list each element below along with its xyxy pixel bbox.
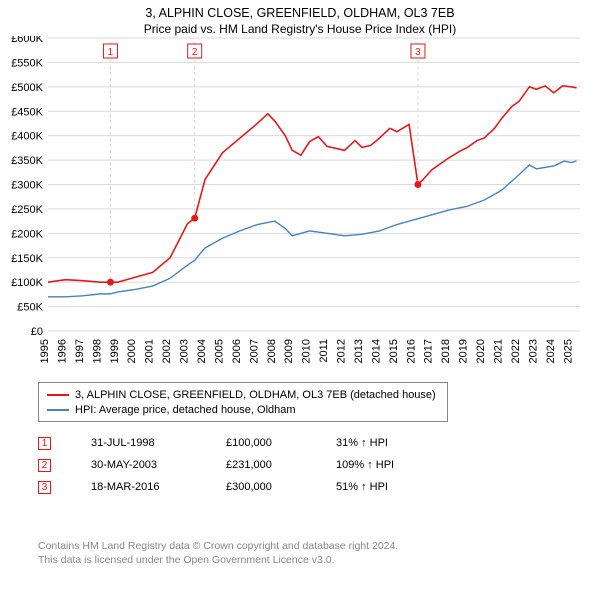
sale-row-date: 18-MAR-2016 — [91, 481, 226, 493]
sale-marker-point — [414, 181, 421, 188]
sale-marker-point — [191, 215, 198, 222]
sale-row-date: 31-JUL-1998 — [91, 437, 226, 449]
x-tick-label: 2003 — [179, 339, 191, 363]
footer-line1: Contains HM Land Registry data © Crown c… — [38, 540, 398, 554]
x-tick-label: 2008 — [266, 339, 278, 363]
legend-swatch — [47, 394, 69, 396]
sale-row-marker: 3 — [38, 481, 51, 494]
x-tick-label: 1995 — [39, 339, 51, 363]
x-tick-label: 1997 — [74, 339, 86, 363]
x-tick-label: 2023 — [527, 339, 539, 363]
y-tick-label: £150K — [11, 253, 43, 265]
legend-swatch — [47, 409, 69, 411]
x-tick-label: 2004 — [196, 339, 208, 363]
x-tick-label: 2011 — [318, 339, 330, 363]
y-tick-label: £550K — [11, 57, 43, 69]
x-tick-label: 2007 — [248, 339, 260, 363]
x-tick-label: 2009 — [283, 339, 295, 363]
sales-row: 1 31-JUL-1998£100,00031% ↑ HPI — [38, 432, 426, 454]
sale-row-price: £231,000 — [226, 459, 336, 471]
chart-container: 3, ALPHIN CLOSE, GREENFIELD, OLDHAM, OL3… — [0, 0, 600, 590]
sale-marker-number: 2 — [192, 47, 198, 58]
sale-row-marker: 1 — [38, 437, 51, 450]
sales-table: 1 31-JUL-1998£100,00031% ↑ HPI 2 30-MAY-200… — [38, 432, 426, 498]
sale-row-relative: 109% ↑ HPI — [336, 459, 426, 471]
sales-row: 3 18-MAR-2016£300,00051% ↑ HPI — [38, 476, 426, 498]
x-tick-label: 2018 — [440, 339, 452, 363]
sale-marker-point — [107, 279, 114, 286]
x-tick-label: 2001 — [144, 339, 156, 363]
legend-row: HPI: Average price, detached house, Oldh… — [47, 402, 439, 417]
x-tick-label: 2017 — [423, 339, 435, 363]
y-tick-label: £600K — [11, 36, 43, 45]
x-tick-label: 2024 — [545, 339, 557, 363]
chart-plot-area: £0 £50K £100K £150K £200K £250K £300K £350K £400… — [0, 36, 600, 371]
footer-line2: This data is licensed under the Open Gov… — [38, 554, 398, 568]
legend-row: 3, ALPHIN CLOSE, GREENFIELD, OLDHAM, OL3… — [47, 387, 439, 402]
chart-titles: 3, ALPHIN CLOSE, GREENFIELD, OLDHAM, OL3… — [0, 0, 600, 36]
sale-row-relative: 31% ↑ HPI — [336, 437, 426, 449]
sale-row-price: £100,000 — [226, 437, 336, 449]
x-tick-label: 2015 — [388, 339, 400, 363]
legend-box: 3, ALPHIN CLOSE, GREENFIELD, OLDHAM, OL3… — [38, 382, 448, 422]
x-tick-label: 1996 — [56, 339, 68, 363]
legend-label: HPI: Average price, detached house, Oldh… — [75, 404, 296, 416]
x-tick-label: 2012 — [336, 339, 348, 363]
x-tick-label: 2022 — [510, 339, 522, 363]
sale-marker-number: 3 — [415, 47, 421, 58]
x-tick-label: 1999 — [109, 339, 121, 363]
sale-row-marker: 2 — [38, 459, 51, 472]
y-tick-label: £200K — [11, 228, 43, 240]
sale-row-price: £300,000 — [226, 481, 336, 493]
y-tick-label: £400K — [11, 131, 43, 143]
sale-marker-number: 1 — [108, 47, 114, 58]
y-tick-label: £100K — [11, 277, 43, 289]
x-tick-label: 2010 — [301, 339, 313, 363]
x-tick-label: 2002 — [161, 339, 173, 363]
sale-row-relative: 51% ↑ HPI — [336, 481, 426, 493]
legend-label: 3, ALPHIN CLOSE, GREENFIELD, OLDHAM, OL3… — [75, 389, 436, 401]
chart-subtitle: Price paid vs. HM Land Registry's House … — [0, 22, 600, 36]
y-tick-label: £50K — [17, 302, 43, 314]
x-tick-label: 2020 — [475, 339, 487, 363]
sale-row-date: 30-MAY-2003 — [91, 459, 226, 471]
y-tick-label: £250K — [11, 204, 43, 216]
y-tick-label: £350K — [11, 155, 43, 167]
y-tick-label: £0 — [31, 326, 43, 338]
x-tick-label: 2016 — [405, 339, 417, 363]
x-tick-label: 2019 — [458, 339, 470, 363]
x-tick-label: 1998 — [91, 339, 103, 363]
x-tick-label: 2006 — [231, 339, 243, 363]
x-tick-label: 2014 — [370, 339, 382, 363]
sales-row: 2 30-MAY-2003£231,000109% ↑ HPI — [38, 454, 426, 476]
y-tick-label: £500K — [11, 82, 43, 94]
x-tick-label: 2025 — [562, 339, 574, 363]
x-tick-label: 2021 — [493, 339, 505, 363]
x-tick-label: 2005 — [213, 339, 225, 363]
series-hpi — [48, 161, 577, 297]
y-tick-label: £450K — [11, 106, 43, 118]
chart-svg: £0 £50K £100K £150K £200K £250K £300K £350K £400… — [0, 36, 600, 371]
x-tick-label: 2013 — [353, 339, 365, 363]
y-tick-label: £300K — [11, 180, 43, 192]
x-tick-label: 2000 — [126, 339, 138, 363]
chart-title: 3, ALPHIN CLOSE, GREENFIELD, OLDHAM, OL3… — [0, 6, 600, 20]
footer-attribution: Contains HM Land Registry data © Crown c… — [38, 540, 398, 567]
